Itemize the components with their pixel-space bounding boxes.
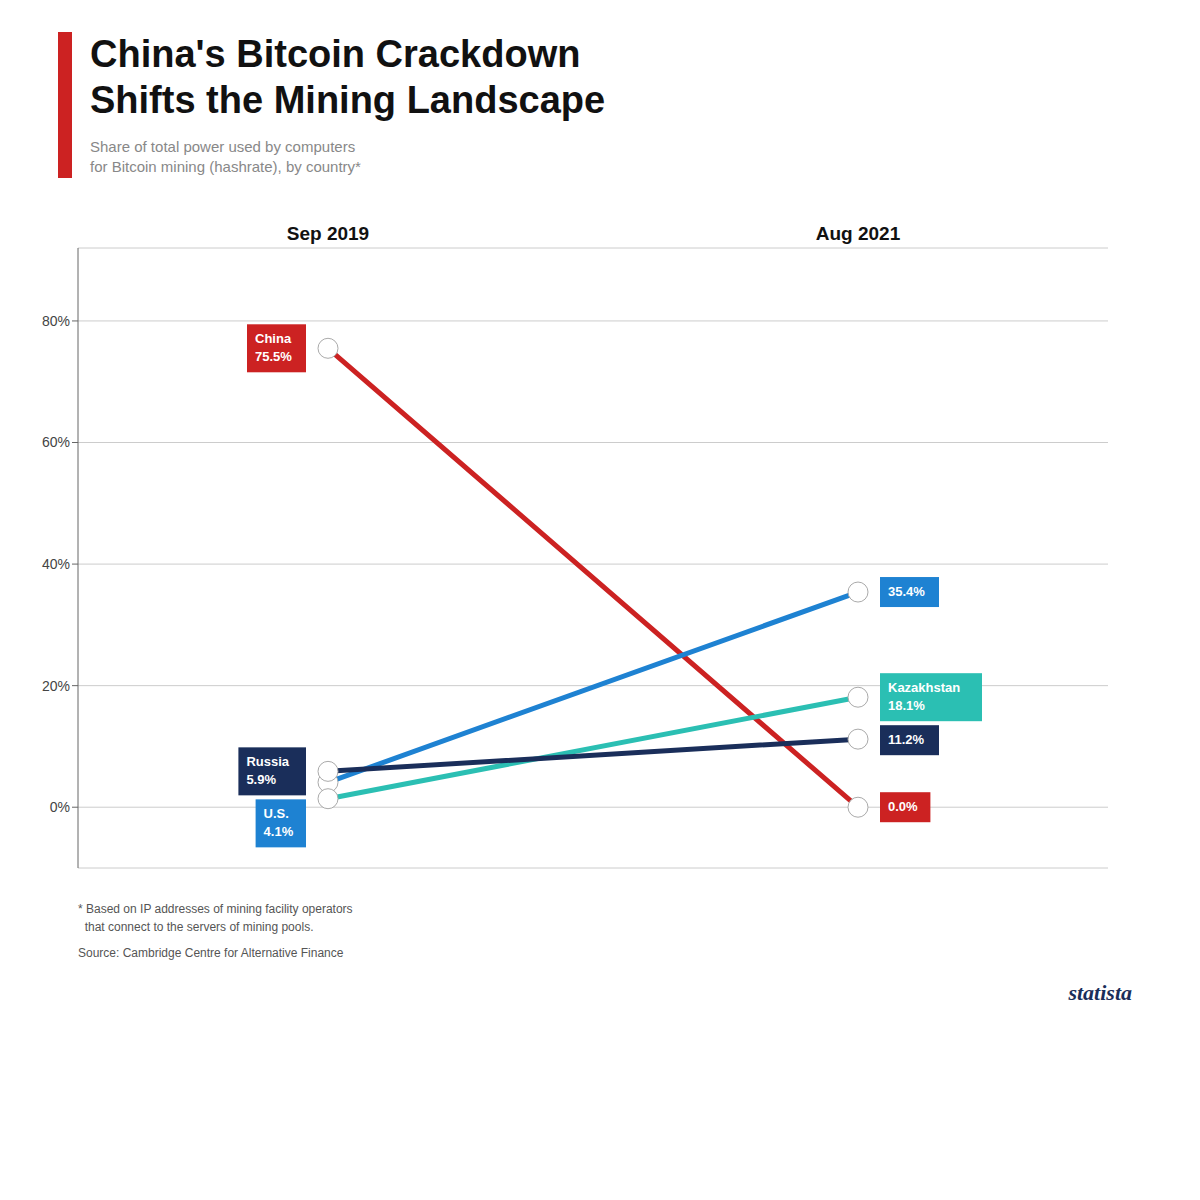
- svg-text:Kazakhstan18.1%: Kazakhstan18.1%: [888, 680, 960, 713]
- html-text:Share of total power used by c: Share of total power used by computers f…: [90, 138, 361, 176]
- svg-text:Aug 2021: Aug 2021: [816, 223, 901, 244]
- svg-text:40%: 40%: [42, 556, 70, 572]
- html-text:Source: Cambridge Centre for A: Source: Cambridge Centre for Alternative…: [78, 945, 344, 960]
- svg-text:35.4%: 35.4%: [888, 584, 925, 599]
- svg-text:0%: 0%: [50, 799, 70, 815]
- html-text:statista: statista: [1068, 979, 1132, 1005]
- svg-text:Sep 2019: Sep 2019: [287, 223, 369, 244]
- svg-text:20%: 20%: [42, 677, 70, 693]
- svg-text:0.0%: 0.0%: [888, 799, 918, 814]
- svg-text:80%: 80%: [42, 313, 70, 329]
- html-text:that connect to the servers of: that connect to the servers of mining po…: [78, 919, 314, 934]
- html-text:* Based on IP addresses of min: * Based on IP addresses of mining facili…: [78, 901, 353, 916]
- html-text:China's Bitcoin Crackdown Shif: China's Bitcoin Crackdown Shifts the Min…: [90, 33, 606, 121]
- svg-text:China75.5%: China75.5%: [255, 331, 292, 364]
- svg-text:U.S.4.1%: U.S.4.1%: [264, 806, 294, 839]
- svg-text:Russia5.9%: Russia5.9%: [246, 754, 289, 787]
- svg-text:11.2%: 11.2%: [888, 732, 925, 747]
- svg-text:60%: 60%: [42, 434, 70, 450]
